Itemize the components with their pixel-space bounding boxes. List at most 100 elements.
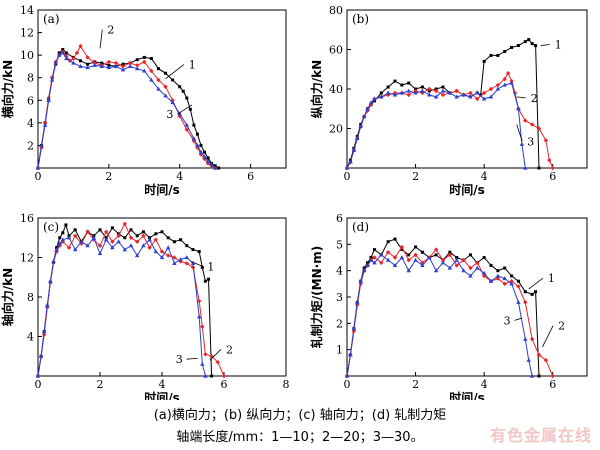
data-point <box>406 257 411 263</box>
x-tick-label: 0 <box>35 378 42 391</box>
data-point <box>351 147 357 152</box>
x-axis-label: 时间/s <box>144 390 180 400</box>
data-point <box>479 93 483 97</box>
y-tick-label: 3 <box>336 291 343 304</box>
data-point <box>523 300 528 305</box>
data-point <box>66 235 72 240</box>
data-point <box>116 239 121 244</box>
series-line-2 <box>346 72 554 169</box>
data-point <box>344 165 350 170</box>
data-point <box>209 162 214 167</box>
data-point <box>106 59 112 65</box>
data-point <box>530 292 534 296</box>
data-point <box>66 245 72 250</box>
data-point <box>156 67 160 71</box>
data-point <box>523 290 527 294</box>
data-point <box>475 265 480 270</box>
data-point <box>170 100 175 105</box>
data-point <box>163 84 168 89</box>
data-point <box>184 127 189 132</box>
data-point <box>191 136 197 141</box>
x-tick-label: 6 <box>549 378 556 391</box>
series-annotation: 2 <box>531 92 538 105</box>
data-point <box>516 284 521 289</box>
data-point <box>178 85 182 89</box>
x-tick-label: 8 <box>283 378 290 391</box>
data-point <box>38 353 44 358</box>
data-point <box>203 373 208 378</box>
annotation-leader <box>516 96 526 99</box>
data-point <box>420 88 425 93</box>
data-point <box>385 257 391 262</box>
data-point <box>184 261 189 266</box>
data-point <box>440 92 446 98</box>
y-tick-label: 6 <box>336 212 343 225</box>
data-point <box>127 60 133 66</box>
data-point <box>166 253 171 258</box>
data-point <box>64 223 68 227</box>
data-point <box>147 245 152 250</box>
series-3 <box>35 50 218 170</box>
data-point <box>113 64 119 69</box>
data-point <box>73 247 78 252</box>
data-point <box>530 42 534 46</box>
y-tick-label: 14 <box>20 4 34 17</box>
data-point <box>45 302 50 307</box>
data-point <box>215 359 220 365</box>
data-point <box>482 256 486 259</box>
series-annotation: 2 <box>558 320 565 333</box>
data-point <box>365 263 370 267</box>
data-point <box>154 232 158 236</box>
data-point <box>447 265 453 270</box>
data-point <box>475 90 480 95</box>
data-point <box>534 290 538 294</box>
series-1 <box>36 223 214 378</box>
data-point <box>406 88 411 93</box>
data-point <box>184 122 189 127</box>
data-point <box>129 228 133 232</box>
data-point <box>54 247 59 252</box>
data-point <box>529 336 535 342</box>
y-tick-label: 40 <box>329 83 343 96</box>
data-point <box>205 158 211 163</box>
data-point <box>496 53 500 57</box>
data-point <box>529 373 535 378</box>
data-point <box>519 141 525 146</box>
data-point <box>481 90 487 96</box>
data-point <box>166 236 170 240</box>
y-tick-label: 2 <box>336 317 343 330</box>
data-point <box>523 336 528 341</box>
data-point <box>153 249 158 254</box>
data-point <box>547 157 552 163</box>
data-point <box>495 86 501 91</box>
y-axis-label: 轧制力矩/(MN·m) <box>309 246 324 348</box>
data-point <box>172 261 177 266</box>
data-point <box>361 268 367 273</box>
data-point <box>414 245 418 249</box>
x-tick-label: 4 <box>481 170 488 183</box>
data-point <box>523 165 528 170</box>
data-point <box>71 56 76 61</box>
data-point <box>348 352 353 357</box>
data-point <box>100 61 104 65</box>
data-point <box>537 374 541 378</box>
data-point <box>98 228 102 232</box>
data-point <box>203 150 207 154</box>
data-point <box>550 373 555 379</box>
data-point <box>358 278 363 283</box>
data-point <box>536 126 542 131</box>
data-point <box>392 263 398 267</box>
data-point <box>355 135 360 140</box>
series-annotation: 2 <box>226 343 233 356</box>
data-point <box>543 138 549 143</box>
data-point <box>97 251 103 256</box>
data-point <box>149 57 153 61</box>
data-point <box>543 358 549 363</box>
data-point <box>406 92 411 98</box>
data-point <box>149 68 154 74</box>
x-axis-label: 时间/s <box>144 182 180 197</box>
data-point <box>71 60 76 65</box>
data-point <box>488 86 494 92</box>
data-point <box>64 51 68 55</box>
